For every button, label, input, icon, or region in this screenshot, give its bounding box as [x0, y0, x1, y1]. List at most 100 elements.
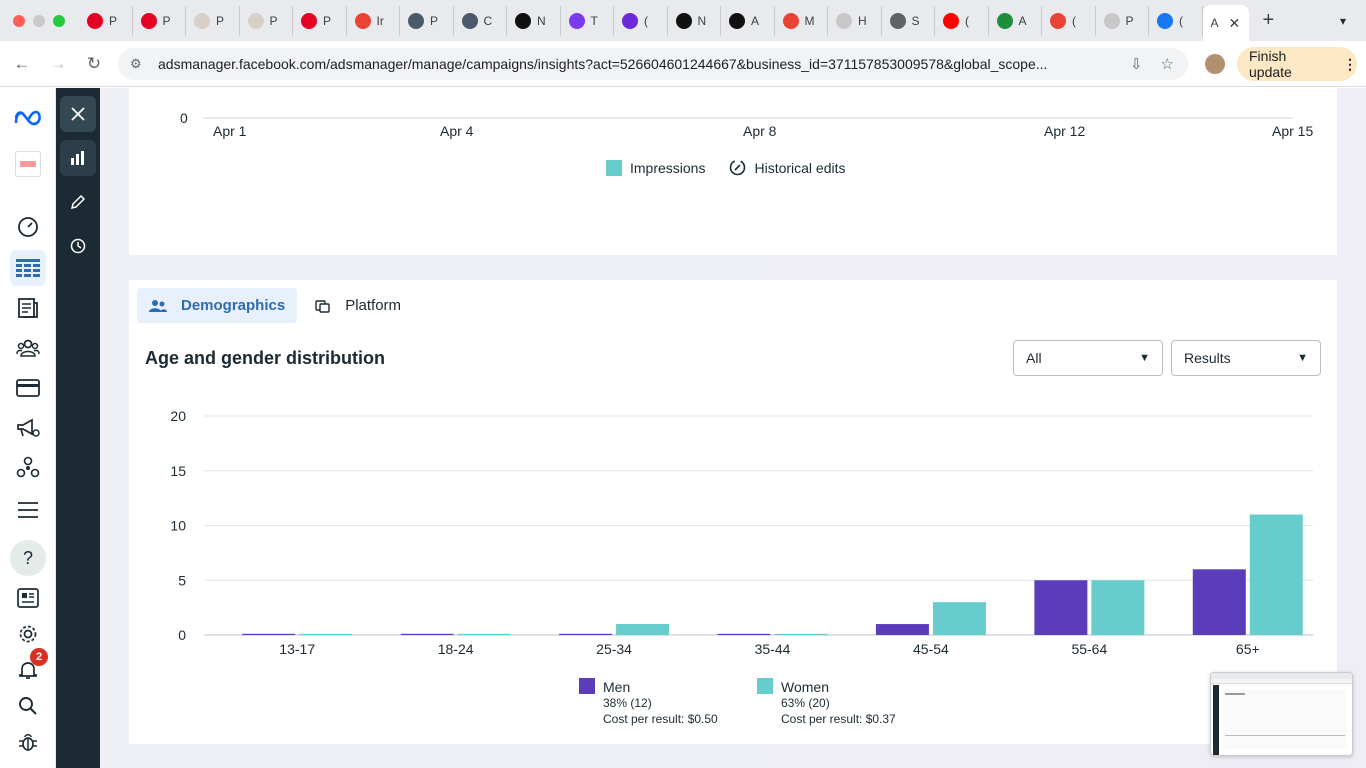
browser-tab[interactable]: T: [561, 5, 614, 36]
notifications-bell-icon[interactable]: 2: [10, 648, 48, 688]
browser-tab[interactable]: P: [240, 5, 293, 36]
browser-tab[interactable]: C: [454, 5, 507, 36]
edit-pencil-icon[interactable]: [60, 184, 96, 220]
historical-edits-label[interactable]: Historical edits: [754, 159, 846, 176]
forward-arrow-icon[interactable]: →: [49, 53, 67, 73]
back-arrow-icon[interactable]: ←: [13, 53, 31, 73]
caret-down-icon: ▼: [1139, 352, 1150, 364]
browser-tab-label: P: [162, 13, 171, 28]
address-bar[interactable]: ⚙ adsmanager.facebook.com/adsmanager/man…: [118, 48, 1188, 80]
x-tick-label: Apr 4: [440, 123, 474, 139]
browser-tab-label: P: [216, 13, 225, 28]
bar-women[interactable]: [616, 624, 670, 635]
maximize-window-button[interactable]: [53, 14, 65, 27]
y-tick-label: 10: [170, 518, 186, 534]
close-icon[interactable]: [60, 96, 96, 132]
bookmark-star-icon[interactable]: ☆: [1160, 56, 1174, 73]
impressions-swatch: [606, 159, 622, 176]
all-tools-menu-icon[interactable]: [10, 492, 46, 528]
bar-men[interactable]: [1034, 580, 1088, 635]
bar-men[interactable]: [1192, 569, 1246, 635]
y-tick-label: 5: [178, 572, 186, 588]
browser-tab[interactable]: P: [79, 5, 133, 36]
bar-men[interactable]: [400, 633, 454, 635]
browser-tab[interactable]: A: [721, 5, 775, 36]
browser-tab[interactable]: P: [133, 5, 186, 36]
browser-tab[interactable]: P: [1096, 5, 1149, 36]
events-manager-icon[interactable]: [10, 450, 46, 486]
tab-platform[interactable]: Platform: [303, 288, 413, 323]
browser-tab[interactable]: (: [614, 5, 668, 36]
insights-bar-chart-icon[interactable]: [60, 140, 96, 176]
site-settings-icon[interactable]: ⚙: [130, 56, 142, 71]
historical-edits-icon[interactable]: [729, 159, 746, 176]
browser-tab[interactable]: N: [507, 5, 561, 36]
search-icon[interactable]: [10, 688, 46, 724]
url-text[interactable]: adsmanager.facebook.com/adsmanager/manag…: [158, 56, 1048, 72]
ads-megaphone-icon[interactable]: [10, 410, 46, 446]
browser-tab[interactable]: P: [186, 5, 240, 36]
close-window-button[interactable]: [13, 14, 25, 27]
tab-demographics-label: Demographics: [181, 297, 286, 314]
app-icon: [461, 12, 478, 29]
bar-women[interactable]: [457, 633, 511, 635]
browser-tab-label: P: [109, 13, 118, 28]
reload-icon[interactable]: ↻: [86, 53, 102, 73]
profile-avatar[interactable]: [1205, 54, 1225, 74]
bar-men[interactable]: [875, 624, 929, 635]
browser-tab[interactable]: (: [1042, 5, 1096, 36]
settings-gear-icon[interactable]: [10, 616, 46, 652]
dashboard-gauge-icon[interactable]: [10, 209, 46, 245]
pages-icon[interactable]: [10, 290, 46, 326]
help-icon[interactable]: ?: [10, 540, 46, 576]
bar-men[interactable]: [559, 633, 613, 635]
browser-tab[interactable]: (: [1149, 5, 1203, 36]
install-app-icon[interactable]: ⇩: [1129, 56, 1143, 73]
browser-tab[interactable]: S: [882, 5, 935, 36]
browser-tab[interactable]: P: [400, 5, 454, 36]
metric-dropdown[interactable]: Results ▼: [1171, 340, 1321, 376]
bar-men[interactable]: [242, 633, 296, 635]
browser-tab[interactable]: Ir: [347, 5, 400, 36]
close-tab-icon[interactable]: ✕: [1228, 14, 1241, 31]
billing-card-icon[interactable]: [10, 370, 46, 406]
meta-logo-icon[interactable]: [10, 100, 46, 136]
bar-women[interactable]: [1091, 580, 1145, 635]
legend-men: Men 38% (12) Cost per result: $0.50: [579, 678, 718, 727]
bar-women[interactable]: [299, 633, 353, 635]
browser-tab[interactable]: A: [989, 5, 1042, 36]
browser-tab-label: N: [537, 13, 546, 28]
browser-tab[interactable]: P: [293, 5, 347, 36]
finish-update-button[interactable]: Finish update ⋮: [1237, 47, 1357, 81]
x-tick-label: Apr 1: [213, 123, 247, 139]
tab-search-chevron-icon[interactable]: ▾: [1339, 14, 1347, 28]
history-clock-icon[interactable]: [60, 228, 96, 264]
demographics-card: Demographics Platform Age and gender dis…: [129, 280, 1337, 744]
bar-men[interactable]: [717, 633, 771, 635]
openai-icon: [729, 12, 745, 29]
more-vert-icon: ⋮: [1343, 55, 1357, 72]
window-controls: [13, 14, 65, 27]
bar-women[interactable]: [1249, 514, 1303, 635]
browser-tab[interactable]: (: [935, 5, 989, 36]
women-cost: Cost per result: $0.37: [781, 712, 896, 726]
tab-demographics[interactable]: Demographics: [137, 288, 298, 323]
browser-tab[interactable]: H: [828, 5, 882, 36]
bug-report-icon[interactable]: [10, 724, 46, 760]
browser-tab-active[interactable]: A ✕: [1202, 5, 1249, 41]
new-tab-button[interactable]: +: [1262, 9, 1275, 31]
campaigns-table-icon[interactable]: [10, 250, 46, 286]
minimize-window-button[interactable]: [33, 14, 45, 27]
screenshot-thumbnail[interactable]: [1210, 672, 1353, 756]
men-cost: Cost per result: $0.50: [603, 712, 718, 726]
browser-tab[interactable]: M: [775, 5, 828, 36]
gender-filter-dropdown[interactable]: All ▼: [1013, 340, 1163, 376]
browser-tab[interactable]: N: [668, 5, 721, 36]
app-icon: [568, 12, 585, 29]
bar-women[interactable]: [774, 633, 828, 635]
bar-women[interactable]: [932, 602, 986, 635]
page-icon: [836, 12, 852, 29]
account-avatar-icon[interactable]: [10, 146, 46, 182]
audiences-icon[interactable]: [10, 330, 46, 366]
news-icon[interactable]: [10, 580, 46, 616]
